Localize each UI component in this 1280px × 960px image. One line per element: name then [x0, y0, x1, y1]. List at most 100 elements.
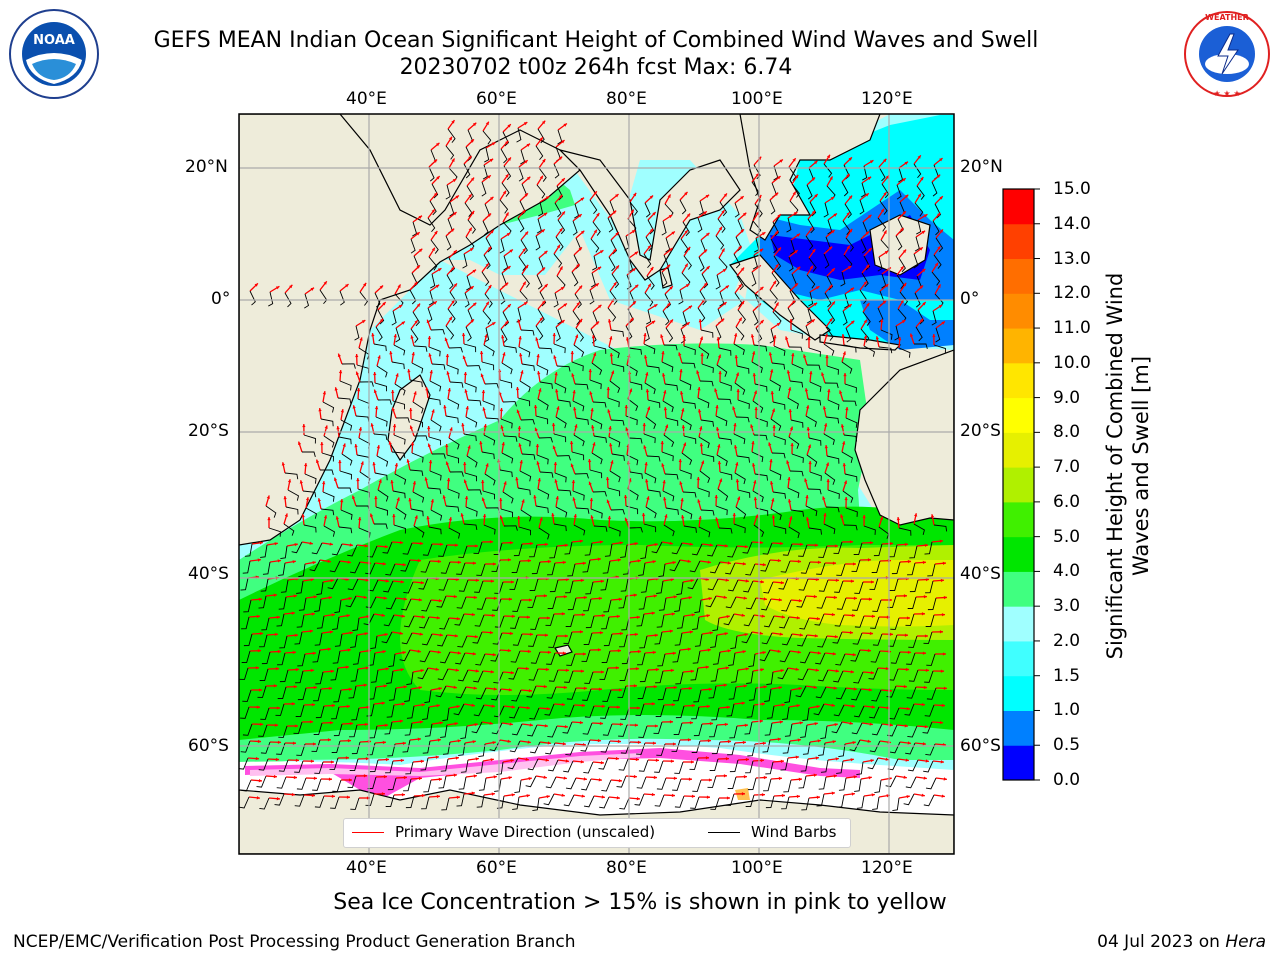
wind-barb — [715, 415, 728, 427]
map-frame — [238, 113, 955, 855]
wind-barb — [393, 524, 406, 534]
wave-direction-arrowhead — [589, 498, 594, 502]
wind-barb — [825, 326, 834, 341]
wave-direction-arrowhead — [417, 558, 421, 563]
wind-barb — [392, 400, 405, 410]
wind-barb — [512, 599, 522, 612]
wind-barb — [836, 794, 845, 808]
wave-direction-arrowhead — [633, 774, 637, 779]
wind-barb — [608, 256, 616, 272]
wind-barb — [626, 454, 639, 466]
wave-direction-arrowhead — [830, 197, 835, 201]
wind-barb — [311, 542, 323, 555]
wind-barb — [687, 577, 699, 590]
wave-direction-arrowhead — [787, 499, 792, 503]
wave-direction-arrowhead — [742, 650, 746, 654]
wave-direction-arrowhead — [364, 722, 368, 727]
wind-barb — [888, 668, 899, 681]
wind-barb — [745, 597, 757, 610]
wave-direction-arrowhead — [685, 284, 690, 288]
wave-direction-arrowhead — [289, 284, 293, 289]
wind-barb — [555, 326, 561, 342]
wave-direction-arrowhead — [366, 614, 370, 619]
wind-barb — [898, 527, 912, 536]
wave-direction-arrowhead — [619, 541, 623, 545]
wave-direction-arrowhead — [392, 514, 396, 518]
wind-barb — [662, 490, 675, 502]
wind-barb — [582, 688, 592, 701]
wave-direction-arrowhead — [559, 266, 563, 270]
wind-barb — [352, 651, 361, 665]
wave-direction-arrowhead — [439, 542, 443, 546]
wave-direction-arrowhead — [537, 371, 541, 375]
wave-direction-arrowhead — [850, 287, 855, 291]
wave-direction-arrowhead — [489, 158, 494, 162]
wind-barb — [602, 723, 613, 736]
wave-direction-arrowhead — [853, 596, 857, 600]
wave-direction-arrowhead — [451, 158, 455, 162]
wind-barb — [766, 705, 775, 719]
wind-barb — [365, 793, 375, 806]
wave-direction-arrowhead — [452, 179, 457, 183]
wave-direction-arrowhead — [850, 758, 854, 762]
wind-barb — [583, 795, 595, 808]
wave-direction-arrowhead — [267, 517, 271, 521]
wave-direction-arrowhead — [408, 498, 412, 502]
wind-barb — [880, 329, 893, 340]
wind-barb — [241, 779, 252, 792]
wave-direction-arrowhead — [346, 614, 350, 618]
wave-direction-arrowhead — [919, 285, 924, 289]
wind-barb — [607, 487, 621, 497]
wind-barb — [555, 506, 568, 518]
wave-direction-arrowhead — [579, 720, 583, 725]
wave-direction-arrowhead — [437, 650, 441, 654]
wave-direction-arrowhead — [421, 615, 425, 619]
wave-direction-arrowhead — [313, 776, 317, 780]
wind-barb — [491, 722, 503, 735]
wave-direction-arrowhead — [849, 228, 853, 233]
wind-barb — [889, 544, 898, 558]
wave-direction-arrowhead — [523, 302, 528, 306]
wave-direction-arrowhead — [392, 424, 397, 428]
wind-barb — [844, 203, 852, 219]
wind-barb — [401, 598, 412, 611]
wave-direction-arrowhead — [682, 335, 686, 339]
wave-direction-arrowhead — [653, 304, 658, 308]
wave-direction-arrowhead — [420, 581, 424, 585]
wave-direction-arrowhead — [735, 372, 740, 376]
wind-barb — [807, 218, 815, 234]
wind-barb — [644, 326, 650, 342]
wind-barb — [646, 275, 655, 290]
wind-barb — [608, 346, 620, 359]
wave-direction-arrowhead — [745, 757, 749, 762]
wind-barb — [856, 795, 865, 809]
wind-barb — [628, 347, 642, 355]
wind-barb — [438, 578, 449, 591]
wind-barb — [439, 651, 451, 664]
wind-barb — [520, 149, 526, 165]
wave-direction-arrowhead — [831, 612, 835, 617]
wave-direction-arrowhead — [813, 160, 818, 165]
wind-barb — [643, 253, 652, 269]
wind-barb — [627, 308, 634, 324]
wind-barb — [377, 399, 392, 405]
wind-barb — [836, 597, 847, 610]
wind-barb — [751, 271, 757, 287]
wind-barb — [557, 489, 572, 496]
wave-direction-arrowhead — [581, 613, 585, 617]
wave-direction-arrowhead — [651, 611, 655, 615]
wind-barb — [759, 649, 771, 662]
wind-barb — [925, 614, 935, 627]
wave-direction-arrowhead — [428, 460, 433, 464]
wind-barb — [772, 221, 780, 237]
wave-direction-arrowhead — [799, 721, 803, 725]
wave-direction-arrowhead — [583, 595, 587, 600]
wind-barb — [419, 616, 430, 629]
wave-direction-arrowhead — [363, 683, 367, 687]
wind-barb — [535, 415, 549, 425]
wave-direction-arrowhead — [753, 390, 758, 394]
wind-barb — [511, 723, 523, 736]
wind-barb — [820, 759, 829, 773]
wave-direction-arrowhead — [689, 542, 693, 546]
wave-direction-arrowhead — [831, 301, 835, 305]
